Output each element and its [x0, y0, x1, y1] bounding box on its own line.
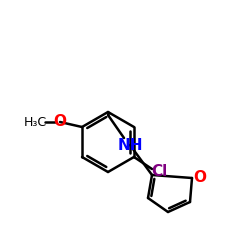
Text: H₃C: H₃C	[24, 116, 46, 128]
Text: Cl: Cl	[151, 164, 167, 180]
Text: O: O	[54, 114, 66, 130]
Text: O: O	[194, 170, 206, 186]
Text: NH: NH	[117, 138, 143, 152]
